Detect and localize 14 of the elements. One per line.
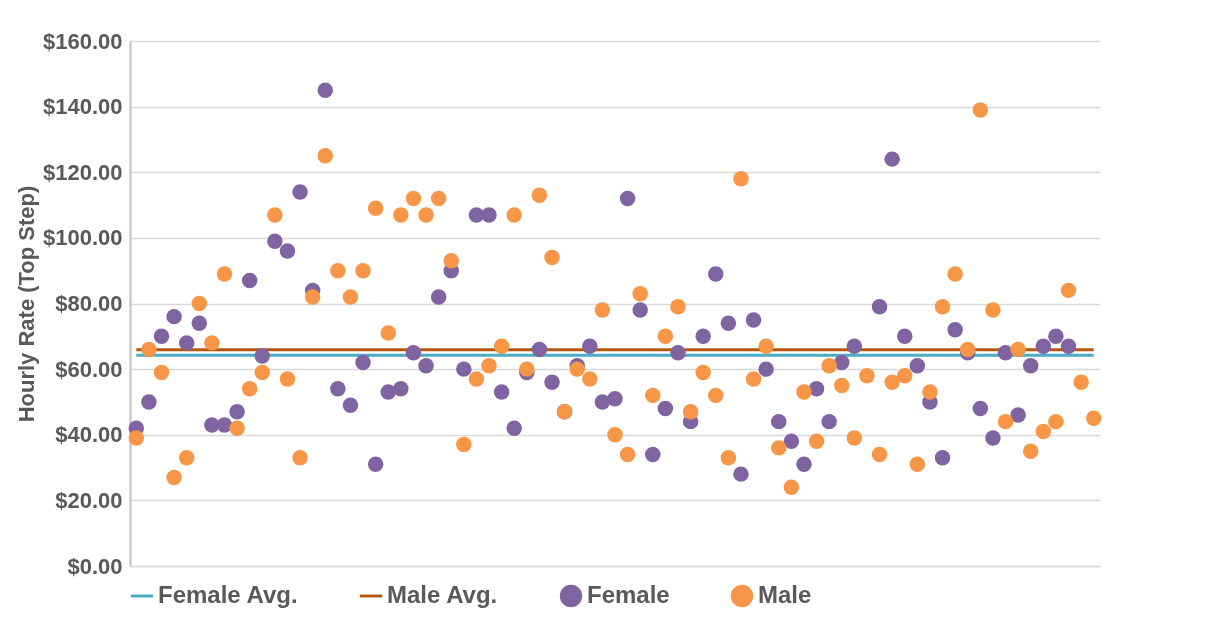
- y-tick-label: $0.00: [67, 553, 123, 579]
- y-tick-label: $120.00: [42, 159, 123, 185]
- y-axis-title: Hourly Rate (Top Step): [13, 185, 39, 423]
- y-tick-label: $140.00: [42, 94, 123, 120]
- y-tick-label: $100.00: [42, 225, 123, 251]
- y-tick-label: $60.00: [55, 356, 123, 382]
- legend-label: Male Avg.: [387, 581, 498, 608]
- y-tick-label: $40.00: [55, 422, 123, 448]
- legend-label: Female Avg.: [158, 581, 298, 608]
- y-tick-label: $80.00: [55, 291, 123, 316]
- y-tick-label: $160.00: [42, 28, 123, 54]
- y-tick-label: $20.00: [55, 487, 123, 513]
- legend-label: Female: [587, 581, 670, 608]
- legend-label: Male: [758, 581, 812, 608]
